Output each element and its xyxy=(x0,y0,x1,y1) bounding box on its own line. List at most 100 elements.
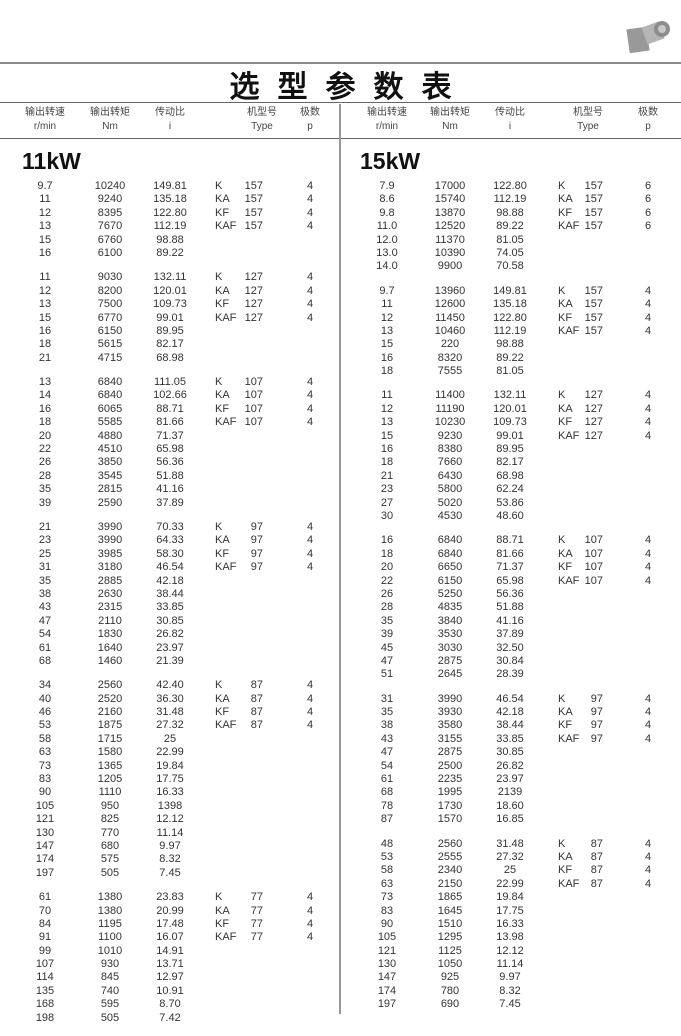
type-size: 97 xyxy=(250,520,263,533)
output-speed: 18 xyxy=(38,338,52,351)
column-header-cn: 机型号 xyxy=(573,107,603,118)
type-size: 157 xyxy=(584,180,603,192)
output-torque: 1100 xyxy=(98,931,122,944)
poles: 4 xyxy=(306,193,314,206)
poles: 4 xyxy=(644,706,652,719)
type-series: KAF xyxy=(215,220,237,233)
type-series: K xyxy=(558,692,566,705)
poles: 4 xyxy=(644,574,652,587)
type-size: 77 xyxy=(250,891,263,904)
output-torque: 17000 xyxy=(434,180,466,192)
type-series: KA xyxy=(215,389,230,402)
output-speed: 16 xyxy=(38,402,52,415)
output-speed: 8.6 xyxy=(379,193,395,206)
type-size: 157 xyxy=(244,180,263,192)
type-size: 97 xyxy=(250,561,263,574)
ratio: 122.80 xyxy=(153,206,187,219)
output-speed: 14 xyxy=(38,389,52,402)
ratio: 41.16 xyxy=(496,614,524,627)
ratio: 98.88 xyxy=(496,338,524,351)
ratio: 21.39 xyxy=(156,654,184,667)
poles: 4 xyxy=(306,917,314,930)
output-speed: 21 xyxy=(38,351,52,364)
output-speed: 35 xyxy=(38,574,52,587)
type-series: KAF xyxy=(558,877,580,890)
poles: 4 xyxy=(306,520,314,533)
poles: 4 xyxy=(306,719,314,732)
output-torque: 1010 xyxy=(97,944,123,957)
ratio: 112.19 xyxy=(493,193,527,206)
ratio: 65.98 xyxy=(496,574,524,587)
ratio: 62.24 xyxy=(496,483,524,496)
output-torque: 2555 xyxy=(437,850,463,863)
output-speed: 43 xyxy=(38,601,52,614)
poles: 4 xyxy=(306,284,314,297)
ratio: 56.36 xyxy=(156,456,184,469)
column-header: 传动比 i xyxy=(150,106,190,134)
poles: 4 xyxy=(306,180,314,192)
output-torque: 6770 xyxy=(97,311,123,324)
output-torque: 4510 xyxy=(97,443,123,456)
type-size: 127 xyxy=(584,402,603,415)
output-torque: 3030 xyxy=(437,641,463,654)
ratio: 12.12 xyxy=(156,813,184,826)
type-size: 127 xyxy=(244,271,263,284)
type-size: 127 xyxy=(244,298,263,311)
output-torque: 11370 xyxy=(435,233,465,246)
output-torque: 1995 xyxy=(437,786,463,799)
ratio: 53.86 xyxy=(496,496,524,509)
column-header-en: Type xyxy=(251,121,273,132)
column-header-cn: 输出转矩 xyxy=(430,107,470,118)
output-speed: 114 xyxy=(36,971,54,984)
output-speed: 15 xyxy=(38,311,52,324)
output-torque: 2110 xyxy=(98,614,122,627)
output-speed: 105 xyxy=(377,931,397,944)
type-series: KF xyxy=(215,402,230,415)
poles: 4 xyxy=(306,679,314,692)
output-torque: 930 xyxy=(100,958,120,971)
ratio: 51.88 xyxy=(496,601,524,614)
ratio: 23.83 xyxy=(156,891,184,904)
output-speed: 47 xyxy=(380,654,394,667)
type-series: KA xyxy=(215,193,230,206)
output-speed: 135 xyxy=(35,984,55,997)
poles: 4 xyxy=(644,324,652,337)
output-speed: 13 xyxy=(38,376,52,389)
poles: 4 xyxy=(306,220,314,233)
output-torque: 1865 xyxy=(437,891,463,904)
ratio: 89.22 xyxy=(496,220,524,233)
top-rule xyxy=(0,62,681,64)
output-torque: 2340 xyxy=(437,864,463,877)
output-speed: 73 xyxy=(38,759,52,772)
poles: 4 xyxy=(644,850,652,863)
output-speed: 39 xyxy=(38,496,52,509)
type-size: 127 xyxy=(584,429,603,442)
ratio: 109.73 xyxy=(493,416,527,429)
output-torque: 2815 xyxy=(97,483,123,496)
output-speed: 68 xyxy=(380,786,394,799)
output-speed: 13 xyxy=(38,220,52,233)
column-header-en: p xyxy=(645,121,651,132)
output-speed: 197 xyxy=(377,998,397,1011)
output-torque: 1380 xyxy=(97,891,123,904)
ratio: 31.48 xyxy=(496,837,524,850)
ratio: 135.18 xyxy=(493,298,527,311)
output-speed: 12 xyxy=(380,402,394,415)
ratio: 89.22 xyxy=(156,246,184,259)
poles: 4 xyxy=(306,534,314,547)
type-series: KF xyxy=(558,311,573,324)
ratio: 11.14 xyxy=(496,958,524,971)
poles: 6 xyxy=(644,180,652,192)
type-size: 97 xyxy=(590,719,603,732)
output-torque: 6430 xyxy=(437,469,463,482)
type-series: KF xyxy=(558,719,573,732)
ratio: 99.01 xyxy=(496,429,524,442)
output-torque: 15740 xyxy=(434,193,466,206)
ratio: 98.88 xyxy=(496,206,524,219)
output-speed: 12 xyxy=(380,311,394,324)
output-torque: 1205 xyxy=(97,773,123,786)
type-series: KA xyxy=(558,298,573,311)
output-torque: 770 xyxy=(100,826,120,839)
type-series: KAF xyxy=(558,220,580,233)
output-speed: 22 xyxy=(380,574,394,587)
